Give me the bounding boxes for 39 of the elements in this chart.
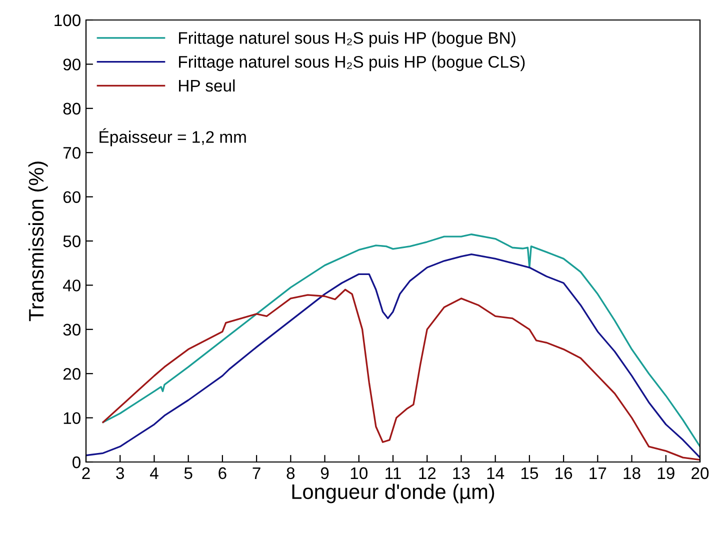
x-tick-label: 17	[590, 467, 606, 479]
line-series	[86, 253, 700, 458]
x-tick-label: 13	[453, 467, 470, 480]
y-axis-title: Transmission (%)	[28, 162, 48, 322]
x-tick-label: 19	[658, 467, 674, 480]
x-tick-label: 3	[116, 467, 124, 480]
x-tick-label: 7	[252, 467, 260, 479]
x-tick-label: 15	[521, 467, 538, 480]
legend-label: Frittage naturel sous H₂S puis HP (bogue CLS)	[179, 56, 525, 72]
x-tick-label: 5	[184, 467, 192, 480]
y-tick-label: 50	[63, 235, 80, 248]
annotation: Épaisseur = 1,2 mm	[100, 128, 246, 146]
x-tick-label: 4	[150, 467, 158, 479]
x-tick-label: 11	[386, 467, 401, 479]
x-tick-label: 10	[350, 467, 368, 480]
y-tick-label: 30	[63, 324, 80, 336]
x-tick-label: 20	[692, 467, 709, 480]
legend-label: Frittage naturel sous H₂S puis HP (bogue BN)	[179, 32, 516, 48]
y-tick-label: 90	[63, 58, 80, 70]
y-tick-label: 0	[72, 456, 80, 468]
x-tick-label: 6	[218, 467, 226, 480]
x-tick-label: 2	[82, 467, 90, 479]
line-series	[102, 234, 700, 448]
y-tick-label: 40	[62, 280, 80, 292]
x-tick-label: 12	[419, 467, 436, 479]
y-tick-label: 20	[63, 368, 80, 380]
y-tick-label: 10	[64, 412, 80, 424]
line-series	[102, 288, 700, 461]
x-tick-label: 9	[320, 467, 329, 480]
x-tick-label: 16	[556, 467, 572, 480]
y-tick-label: 60	[63, 191, 80, 204]
y-tick-label: 100	[54, 14, 80, 26]
y-tick-label: 80	[63, 102, 80, 115]
x-tick-label: 14	[487, 467, 504, 479]
x-tick-label: 8	[286, 467, 295, 480]
x-tick-label: 18	[624, 467, 640, 480]
y-tick-label: 70	[63, 147, 80, 159]
x-axis-title: Longueur d'onde (µm)	[292, 484, 494, 504]
legend-label: HP seul	[179, 79, 235, 92]
